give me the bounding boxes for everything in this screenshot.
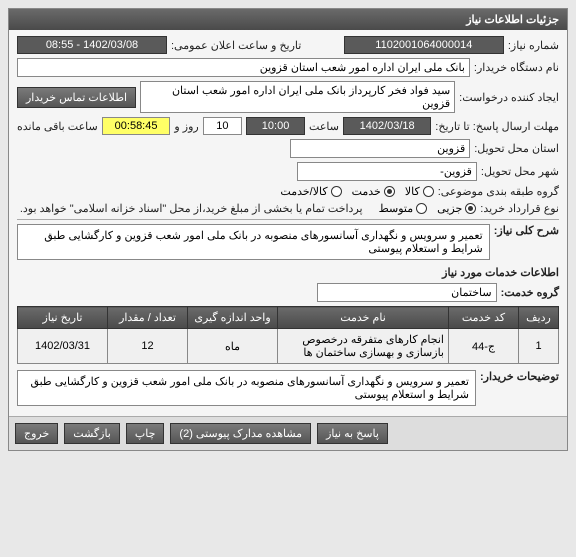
close-button[interactable]: بازگشت <box>64 423 120 444</box>
label-buyer-name: نام دستگاه خریدار: <box>474 61 559 74</box>
td-need-date: 1402/03/31 <box>18 329 108 364</box>
row-need-number: شماره نیاز: 1102001064000014 تاریخ و ساع… <box>17 36 559 54</box>
button-bar: پاسخ به نیاز مشاهده مدارک پیوستی (2) چاپ… <box>9 416 567 450</box>
radio-goods-service[interactable]: کالا/خدمت <box>280 185 341 198</box>
exit-button[interactable]: خروج <box>15 423 58 444</box>
label-time-1: ساعت <box>309 120 339 133</box>
table-row: 1 ج-44 انجام کارهای متفرقه درخصوص بازساز… <box>18 329 559 364</box>
buyer-contact-button[interactable]: اطلاعات تماس خریدار <box>17 87 136 108</box>
th-qty: تعداد / مقدار <box>108 307 188 329</box>
radio-goods[interactable]: کالا <box>405 185 434 198</box>
label-subject-grouping: گروه طبقه بندی موضوعی: <box>438 185 559 198</box>
radio-service-label: خدمت <box>352 185 381 198</box>
td-row: 1 <box>519 329 559 364</box>
row-purchase-type: نوع قرارداد خرید: جزیی متوسط پرداخت تمام… <box>17 202 559 215</box>
value-service-group: ساختمان <box>317 283 497 302</box>
respond-button[interactable]: پاسخ به نیاز <box>317 423 388 444</box>
label-announce-datetime: تاریخ و ساعت اعلان عمومی: <box>171 39 301 52</box>
print-button[interactable]: چاپ <box>126 423 165 444</box>
radio-medium-circle <box>416 203 427 214</box>
value-announce-datetime: 1402/03/08 - 08:55 <box>17 36 167 54</box>
th-service-name: نام خدمت <box>278 307 449 329</box>
radio-medium[interactable]: متوسط <box>379 202 428 215</box>
value-general-desc: تعمیر و سرویس و نگهداری آسانسورهای منصوب… <box>17 224 490 260</box>
radio-minor[interactable]: جزیی <box>437 202 476 215</box>
panel-body: شماره نیاز: 1102001064000014 تاریخ و ساع… <box>9 30 567 416</box>
label-deadline: مهلت ارسال پاسخ: تا تاریخ: <box>435 120 559 133</box>
subject-radio-group: کالا خدمت کالا/خدمت <box>280 185 433 198</box>
value-deadline-date: 1402/03/18 <box>343 117 431 135</box>
td-unit: ماه <box>188 329 278 364</box>
radio-service[interactable]: خدمت <box>352 185 395 198</box>
payment-note: پرداخت تمام یا بخشی از مبلغ خرید،از محل … <box>20 202 363 215</box>
row-service-group: گروه خدمت: ساختمان <box>17 283 559 302</box>
row-buyer-notes: توضیحات خریدار: تعمیر و سرویس و نگهداری … <box>17 370 559 406</box>
radio-goods-service-circle <box>331 186 342 197</box>
need-details-panel: جزئیات اطلاعات نیاز شماره نیاز: 11020010… <box>8 8 568 451</box>
row-requester: ایجاد کننده درخواست: سید فواد فخر کارپرد… <box>17 81 559 113</box>
th-need-date: تاریخ نیاز <box>18 307 108 329</box>
row-province: استان محل تحویل: قزوین <box>17 139 559 158</box>
value-city: قزوین- <box>297 162 477 181</box>
row-deadline: مهلت ارسال پاسخ: تا تاریخ: 1402/03/18 سا… <box>17 117 559 135</box>
value-buyer-notes: تعمیر و سرویس و نگهداری آسانسورهای منصوب… <box>17 370 476 406</box>
radio-service-circle <box>384 186 395 197</box>
th-unit: واحد اندازه گیری <box>188 307 278 329</box>
row-subject-grouping: گروه طبقه بندی موضوعی: کالا خدمت کالا/خد… <box>17 185 559 198</box>
value-time-left: 00:58:45 <box>102 117 171 135</box>
radio-medium-label: متوسط <box>379 202 414 215</box>
value-buyer-name: بانک ملی ایران اداره امور شعب استان قزوی… <box>17 58 470 77</box>
value-deadline-time: 10:00 <box>246 117 305 135</box>
table-header-row: ردیف کد خدمت نام خدمت واحد اندازه گیری ت… <box>18 307 559 329</box>
label-province: استان محل تحویل: <box>474 142 559 155</box>
radio-minor-circle <box>465 203 476 214</box>
row-general-desc: شرح کلی نیاز: تعمیر و سرویس و نگهداری آس… <box>17 224 559 260</box>
label-day-and: روز و <box>174 120 198 133</box>
label-buyer-notes: توضیحات خریدار: <box>480 370 559 383</box>
label-purchase-type: نوع قرارداد خرید: <box>480 202 559 215</box>
radio-goods-service-label: کالا/خدمت <box>280 185 327 198</box>
attachments-button[interactable]: مشاهده مدارک پیوستی (2) <box>170 423 311 444</box>
row-buyer-name: نام دستگاه خریدار: بانک ملی ایران اداره … <box>17 58 559 77</box>
th-row: ردیف <box>519 307 559 329</box>
td-service-code: ج-44 <box>449 329 519 364</box>
label-city: شهر محل تحویل: <box>481 165 559 178</box>
td-service-name: انجام کارهای متفرقه درخصوص بازسازی و بهس… <box>278 329 449 364</box>
radio-goods-circle <box>423 186 434 197</box>
label-service-group: گروه خدمت: <box>501 286 559 299</box>
value-need-number: 1102001064000014 <box>344 36 504 54</box>
value-days-left: 10 <box>203 117 242 135</box>
radio-minor-label: جزیی <box>437 202 462 215</box>
label-remaining: ساعت باقی مانده <box>17 120 98 133</box>
label-general-desc: شرح کلی نیاز: <box>494 224 559 237</box>
separator-1 <box>17 219 559 220</box>
purchase-radio-group: جزیی متوسط <box>379 202 477 215</box>
td-qty: 12 <box>108 329 188 364</box>
row-city: شهر محل تحویل: قزوین- <box>17 162 559 181</box>
services-table: ردیف کد خدمت نام خدمت واحد اندازه گیری ت… <box>17 306 559 364</box>
radio-goods-label: کالا <box>405 185 420 198</box>
th-service-code: کد خدمت <box>449 307 519 329</box>
label-need-number: شماره نیاز: <box>508 39 559 52</box>
panel-title: جزئیات اطلاعات نیاز <box>9 9 567 30</box>
value-requester: سید فواد فخر کارپرداز بانک ملی ایران ادا… <box>140 81 455 113</box>
section-services-info: اطلاعات خدمات مورد نیاز <box>17 266 559 279</box>
label-requester: ایجاد کننده درخواست: <box>459 91 559 104</box>
value-province: قزوین <box>290 139 470 158</box>
